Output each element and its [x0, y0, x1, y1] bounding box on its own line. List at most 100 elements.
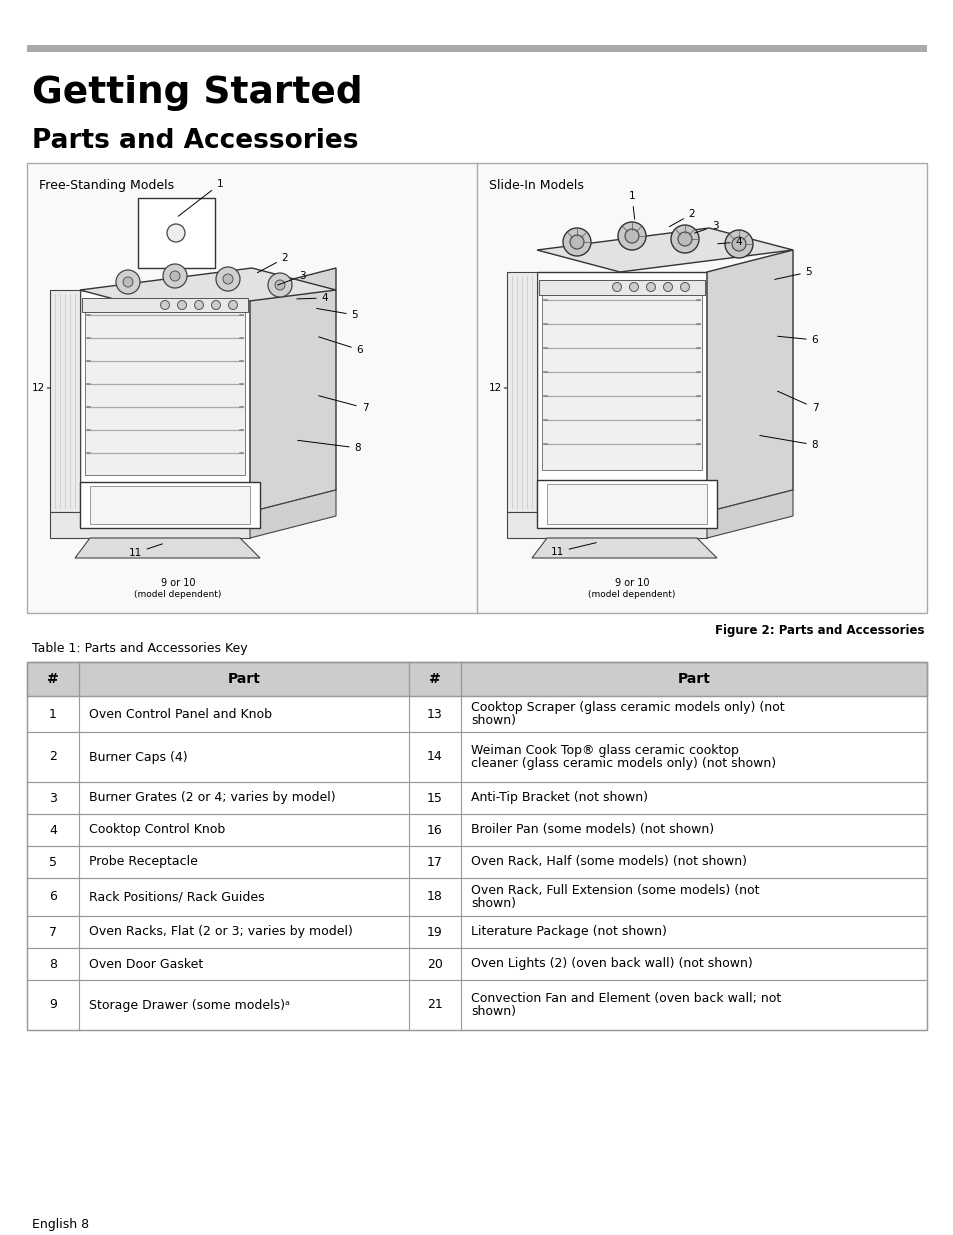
Polygon shape: [80, 482, 260, 529]
Text: Oven Rack, Full Extension (some models) (not: Oven Rack, Full Extension (some models) …: [471, 884, 759, 897]
Text: 4: 4: [296, 293, 328, 303]
Polygon shape: [538, 280, 704, 295]
Text: Weiman Cook Top® glass ceramic cooktop: Weiman Cook Top® glass ceramic cooktop: [471, 743, 739, 757]
Bar: [27, 846, 926, 878]
Text: shown): shown): [471, 714, 516, 727]
Text: shown): shown): [471, 1005, 516, 1018]
Bar: [27, 662, 926, 1030]
Text: shown): shown): [471, 897, 516, 910]
Polygon shape: [532, 538, 717, 558]
Bar: [27, 814, 926, 846]
Polygon shape: [250, 268, 335, 513]
Circle shape: [170, 270, 180, 282]
Bar: [27, 732, 926, 782]
Circle shape: [678, 232, 691, 246]
Text: 20: 20: [427, 957, 442, 971]
Polygon shape: [537, 272, 706, 513]
Bar: [27, 916, 926, 948]
Bar: [27, 44, 926, 52]
Circle shape: [116, 270, 140, 294]
Polygon shape: [541, 290, 701, 471]
Text: 6: 6: [777, 335, 818, 345]
Polygon shape: [506, 272, 537, 513]
Text: Part: Part: [228, 672, 260, 685]
Text: 15: 15: [427, 792, 442, 804]
Text: Free-Standing Models: Free-Standing Models: [39, 179, 174, 191]
Text: Parts and Accessories: Parts and Accessories: [32, 128, 358, 154]
Text: 2: 2: [49, 751, 57, 763]
Text: 5: 5: [316, 309, 358, 320]
Text: 12: 12: [488, 383, 506, 393]
Bar: [27, 782, 926, 814]
Polygon shape: [537, 480, 717, 529]
Polygon shape: [80, 290, 250, 513]
Circle shape: [724, 230, 752, 258]
Text: 19: 19: [427, 925, 442, 939]
Text: Cooktop Scraper (glass ceramic models only) (not: Cooktop Scraper (glass ceramic models on…: [471, 701, 783, 714]
Text: 1: 1: [178, 179, 223, 216]
Circle shape: [163, 264, 187, 288]
Text: Literature Package (not shown): Literature Package (not shown): [471, 925, 666, 939]
Polygon shape: [506, 513, 706, 538]
Circle shape: [194, 300, 203, 310]
Text: 11: 11: [129, 543, 162, 558]
Text: 3: 3: [49, 792, 57, 804]
Text: 7: 7: [49, 925, 57, 939]
Text: Oven Control Panel and Knob: Oven Control Panel and Knob: [89, 708, 272, 720]
Text: Burner Grates (2 or 4; varies by model): Burner Grates (2 or 4; varies by model): [89, 792, 335, 804]
Text: Getting Started: Getting Started: [32, 75, 362, 111]
Text: 9: 9: [49, 999, 57, 1011]
Text: 8: 8: [297, 441, 361, 453]
Text: Slide-In Models: Slide-In Models: [489, 179, 583, 191]
Circle shape: [731, 237, 745, 251]
Text: #: #: [47, 672, 59, 685]
Polygon shape: [75, 538, 260, 558]
Bar: [27, 846, 926, 878]
Bar: [27, 878, 926, 916]
Text: 16: 16: [427, 824, 442, 836]
Text: Part: Part: [677, 672, 710, 685]
Text: 6: 6: [49, 890, 57, 904]
Circle shape: [624, 228, 639, 243]
Text: Figure 2: Parts and Accessories: Figure 2: Parts and Accessories: [715, 624, 924, 637]
Text: Rack Positions/ Rack Guides: Rack Positions/ Rack Guides: [89, 890, 264, 904]
Text: 18: 18: [427, 890, 442, 904]
Text: 17: 17: [427, 856, 442, 868]
Text: Oven Rack, Half (some models) (not shown): Oven Rack, Half (some models) (not shown…: [471, 856, 746, 868]
Circle shape: [569, 235, 583, 249]
Text: 8: 8: [759, 436, 818, 450]
Circle shape: [229, 300, 237, 310]
Text: Storage Drawer (some models)ᵃ: Storage Drawer (some models)ᵃ: [89, 999, 290, 1011]
Text: 7: 7: [777, 391, 818, 412]
Text: 4: 4: [717, 237, 741, 247]
Circle shape: [167, 224, 185, 242]
Circle shape: [215, 267, 240, 291]
Polygon shape: [82, 298, 248, 312]
Circle shape: [268, 273, 292, 296]
Text: #: #: [429, 672, 440, 685]
Circle shape: [629, 283, 638, 291]
Text: Broiler Pan (some models) (not shown): Broiler Pan (some models) (not shown): [471, 824, 714, 836]
Text: 5: 5: [49, 856, 57, 868]
Polygon shape: [250, 490, 335, 538]
Bar: [27, 732, 926, 782]
Circle shape: [562, 228, 590, 256]
Polygon shape: [537, 228, 792, 272]
Bar: [27, 916, 926, 948]
Bar: [27, 662, 926, 697]
Bar: [27, 782, 926, 814]
Text: 13: 13: [427, 708, 442, 720]
Text: 2: 2: [669, 209, 695, 227]
Bar: [27, 697, 926, 732]
Circle shape: [670, 225, 699, 253]
Text: 9 or 10: 9 or 10: [614, 578, 649, 588]
Circle shape: [160, 300, 170, 310]
Circle shape: [618, 222, 645, 249]
Polygon shape: [706, 490, 792, 538]
Text: 4: 4: [49, 824, 57, 836]
Bar: [27, 163, 926, 613]
Polygon shape: [50, 513, 250, 538]
Circle shape: [662, 283, 672, 291]
Text: 11: 11: [550, 542, 596, 557]
Text: Oven Lights (2) (oven back wall) (not shown): Oven Lights (2) (oven back wall) (not sh…: [471, 957, 752, 971]
